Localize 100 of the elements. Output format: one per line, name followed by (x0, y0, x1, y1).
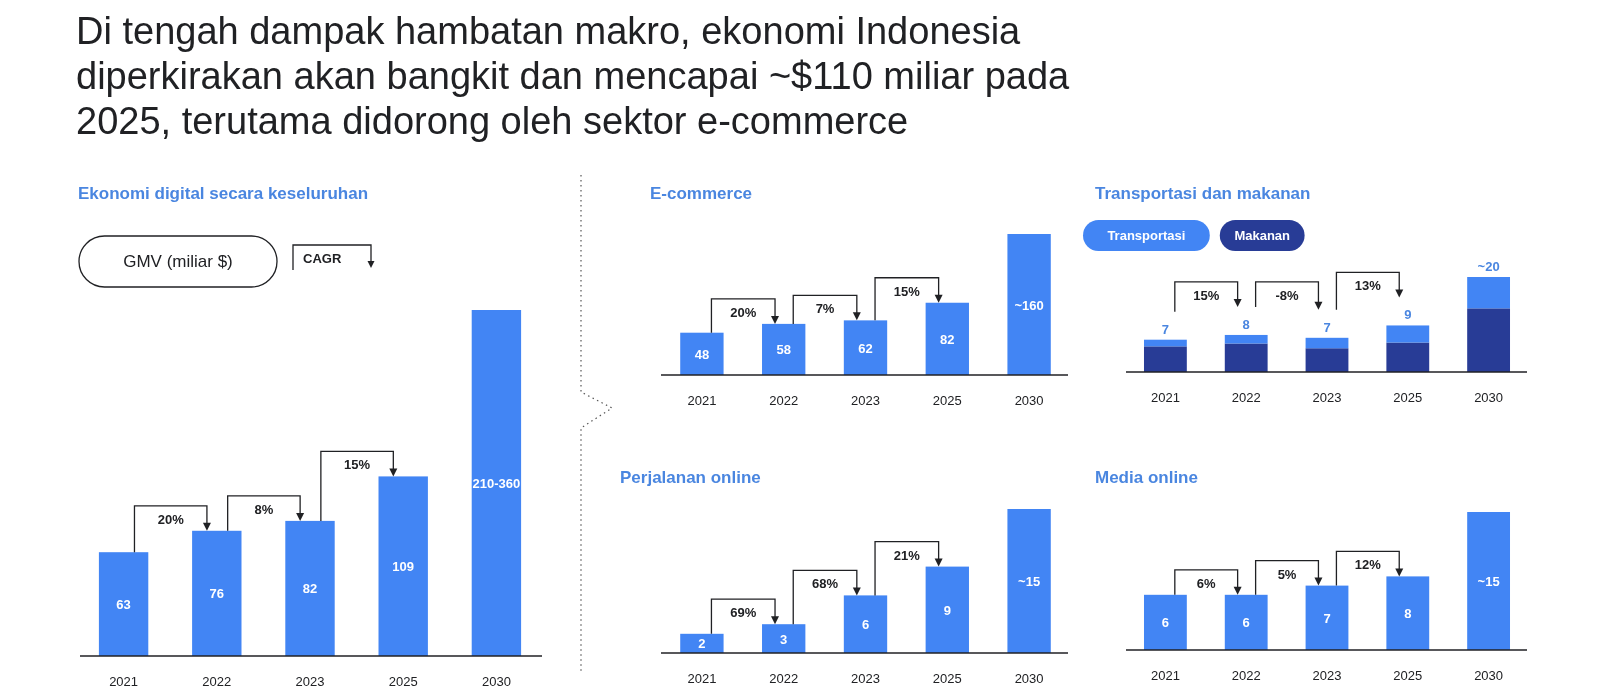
bar (1305, 337, 1349, 349)
bar (1007, 509, 1051, 653)
text: Transportasi (1107, 228, 1186, 243)
bar (762, 323, 806, 375)
bar (762, 624, 806, 653)
bar (1305, 585, 1349, 650)
data-label: ~15 (1477, 574, 1500, 589)
bar (1467, 512, 1511, 650)
x-tick-label: 2030 (1014, 393, 1044, 408)
bar (1386, 576, 1430, 650)
bar (1007, 234, 1051, 375)
annotation: -8% (1275, 287, 1300, 303)
bar (1386, 342, 1430, 372)
data-label: 210-360 (472, 476, 521, 491)
data-label: 6 (1242, 615, 1250, 631)
annotation: 5% (1277, 566, 1297, 582)
x-tick-label: 2030 (1014, 671, 1044, 686)
bar (1224, 343, 1268, 372)
annotation: 21% (893, 547, 921, 563)
bar (1143, 346, 1187, 372)
data-label: 58 (776, 342, 791, 358)
x-tick-label: 2025 (1393, 668, 1423, 683)
data-label: 109 (392, 559, 415, 575)
bar (1224, 594, 1268, 650)
bar (1143, 339, 1187, 347)
x-tick-label: 2021 (109, 674, 139, 689)
x-tick-label: 2023 (1312, 668, 1342, 683)
data-label: 3 (780, 631, 788, 647)
bar (285, 520, 335, 656)
chart-title: Media online (1095, 468, 1198, 487)
x-tick-label: 2025 (932, 671, 962, 686)
bar (843, 595, 888, 653)
text: Makanan (1234, 228, 1291, 243)
x-tick-label: 2025 (1393, 390, 1423, 405)
x-tick-label: 2021 (1150, 390, 1180, 405)
chart-title: Di tengah dampak hambatan makro, ekonomi Indonesia diperkirakan akan bangkit dan mencapai ~$110 miliar pada 2025, terutama didorong oleh sektor e-commerce (76, 10, 1071, 142)
bar (843, 320, 888, 375)
bar (378, 476, 428, 656)
annotation: ~20 (1477, 259, 1500, 274)
annotation: 9 (1404, 307, 1412, 323)
data-label: 82 (302, 581, 318, 597)
bar (680, 332, 724, 375)
x-tick-label: 2023 (1312, 390, 1342, 405)
x-tick-label: 2021 (687, 671, 717, 686)
annotation: 7 (1323, 319, 1331, 335)
data-label: 9 (943, 602, 951, 618)
annotation: 12% (1354, 557, 1382, 573)
data-label: 82 (940, 331, 955, 347)
data-label: 76 (209, 586, 225, 602)
data-label: 8 (1404, 606, 1412, 622)
x-tick-label: 2022 (769, 393, 799, 408)
x-tick-label: 2023 (295, 674, 325, 689)
data-label: 48 (694, 346, 710, 362)
x-tick-label: 2021 (1150, 668, 1180, 683)
x-tick-label: 2022 (202, 674, 232, 689)
chart-title: Perjalanan online (620, 468, 761, 487)
data-label: 6 (1161, 615, 1170, 631)
annotation: 13% (1354, 278, 1382, 294)
x-tick-label: 2023 (851, 393, 880, 408)
x-tick-label: 2025 (932, 393, 962, 408)
bar (98, 552, 149, 656)
annotation: 7 (1161, 321, 1170, 337)
data-label: 63 (116, 597, 131, 613)
annotation: 15% (893, 283, 921, 299)
bar (925, 302, 969, 375)
annotation: 15% (344, 457, 371, 473)
x-tick-label: 2030 (481, 674, 511, 689)
bar (1305, 348, 1349, 372)
data-label: 2 (698, 636, 706, 652)
annotation: 6% (1196, 575, 1217, 591)
annotation: 20% (730, 304, 757, 320)
chart-title: Transportasi dan makanan (1095, 184, 1311, 203)
data-label: 6 (861, 617, 870, 633)
annotation: 68% (812, 576, 839, 592)
annotation: 69% (730, 605, 757, 621)
annotation: 8% (254, 501, 274, 517)
x-tick-label: 2023 (851, 671, 880, 686)
annotation: 20% (157, 511, 185, 527)
bar (1224, 334, 1268, 344)
x-tick-label: 2022 (1231, 668, 1261, 683)
data-label: 7 (1323, 610, 1331, 626)
bar (1467, 308, 1511, 372)
bar (471, 310, 522, 656)
legend-title: CAGR (303, 251, 342, 266)
chart-subtitle: Ekonomi digital secara keseluruhan (78, 184, 369, 203)
x-tick-label: 2030 (1474, 668, 1504, 683)
chart-title: E-commerce (650, 184, 753, 203)
data-label: 62 (858, 340, 873, 356)
bar (1386, 325, 1430, 343)
x-tick-label: 2022 (769, 671, 799, 686)
x-tick-label: 2025 (388, 674, 418, 689)
bar (1143, 594, 1187, 650)
annotation: 8 (1242, 316, 1250, 332)
annotation: 7% (815, 301, 835, 317)
bar (925, 566, 969, 653)
bar (192, 530, 242, 656)
bar (1467, 277, 1511, 309)
annotation: 15% (1193, 287, 1220, 303)
data-label: ~15 (1018, 574, 1041, 589)
x-tick-label: 2022 (1231, 390, 1261, 405)
